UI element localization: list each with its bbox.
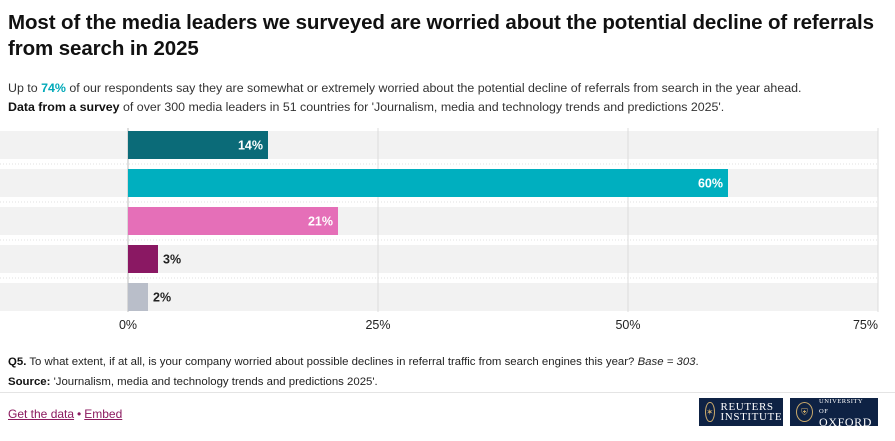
question-base: Base = 303 — [637, 356, 696, 368]
subtitle-text: of our respondents say they are somewhat… — [65, 81, 802, 95]
oxford-logo-text: UNIVERSITY OF OXFORD — [819, 397, 872, 429]
bar-value-label: 21% — [308, 215, 333, 229]
chart-title: Most of the media leaders we surveyed ar… — [8, 11, 874, 60]
bar-value-label: 3% — [163, 253, 181, 267]
bar[interactable] — [128, 207, 338, 235]
bar[interactable] — [128, 169, 728, 197]
footer-links: Get the data • Embed — [8, 407, 122, 421]
reuters-line-1: REUTERS — [720, 401, 774, 413]
x-tick-label: 0% — [118, 318, 138, 332]
reuters-institute-logo[interactable]: ✶ REUTERS INSTITUTE — [699, 398, 783, 426]
embed-link[interactable]: Embed — [84, 407, 123, 421]
bar[interactable] — [128, 245, 158, 273]
question-text: To what extent, if at all, is your compa… — [26, 356, 638, 368]
bar[interactable] — [128, 131, 268, 159]
bar-value-label: 14% — [238, 139, 263, 153]
subtitle-highlight: 74% — [41, 81, 66, 95]
university-of-oxford-logo[interactable]: ⛨ UNIVERSITY OF OXFORD — [790, 397, 878, 429]
subtitle-line-2: Data from a survey of over 300 media lea… — [8, 98, 888, 117]
x-tick-label: 25% — [365, 318, 391, 332]
question-label: Q5. — [8, 356, 27, 368]
source-text: 'Journalism, media and technology trends… — [50, 376, 378, 388]
oxford-line-1: UNIVERSITY OF — [819, 398, 863, 415]
subtitle-bold: Data from a survey — [8, 100, 120, 114]
bar-chart: 14% 60% 21% 3% 2% — [0, 128, 879, 312]
reuters-globe-icon: ✶ — [705, 402, 715, 422]
footer-divider — [0, 392, 895, 393]
bar-value-label: 2% — [153, 291, 171, 305]
reuters-logo-text: REUTERS INSTITUTE — [720, 401, 783, 423]
question-end: . — [695, 356, 699, 368]
oxford-line-2: OXFORD — [819, 415, 872, 429]
x-tick-label: 75% — [852, 318, 878, 332]
reuters-line-2: INSTITUTE — [720, 411, 783, 423]
subtitle-line-1: Up to 74% of our respondents say they ar… — [8, 79, 888, 98]
source-label: Source: — [8, 376, 51, 388]
x-tick-label: 50% — [615, 318, 641, 332]
bar[interactable] — [128, 283, 148, 311]
subtitle-text: of over 300 media leaders in 51 countrie… — [119, 100, 725, 114]
chart-notes: Q5. To what extent, if at all, is your c… — [8, 352, 888, 392]
source-note: Source: 'Journalism, media and technolog… — [8, 372, 888, 392]
get-data-link[interactable]: Get the data — [8, 407, 75, 421]
question-note: Q5. To what extent, if at all, is your c… — [8, 352, 888, 372]
subtitle-text: Up to — [8, 81, 42, 95]
bar-value-label: 60% — [698, 177, 723, 191]
link-separator: • — [77, 407, 82, 421]
oxford-crest-icon: ⛨ — [796, 402, 814, 422]
chart-subtitle: Up to 74% of our respondents say they ar… — [8, 79, 888, 117]
